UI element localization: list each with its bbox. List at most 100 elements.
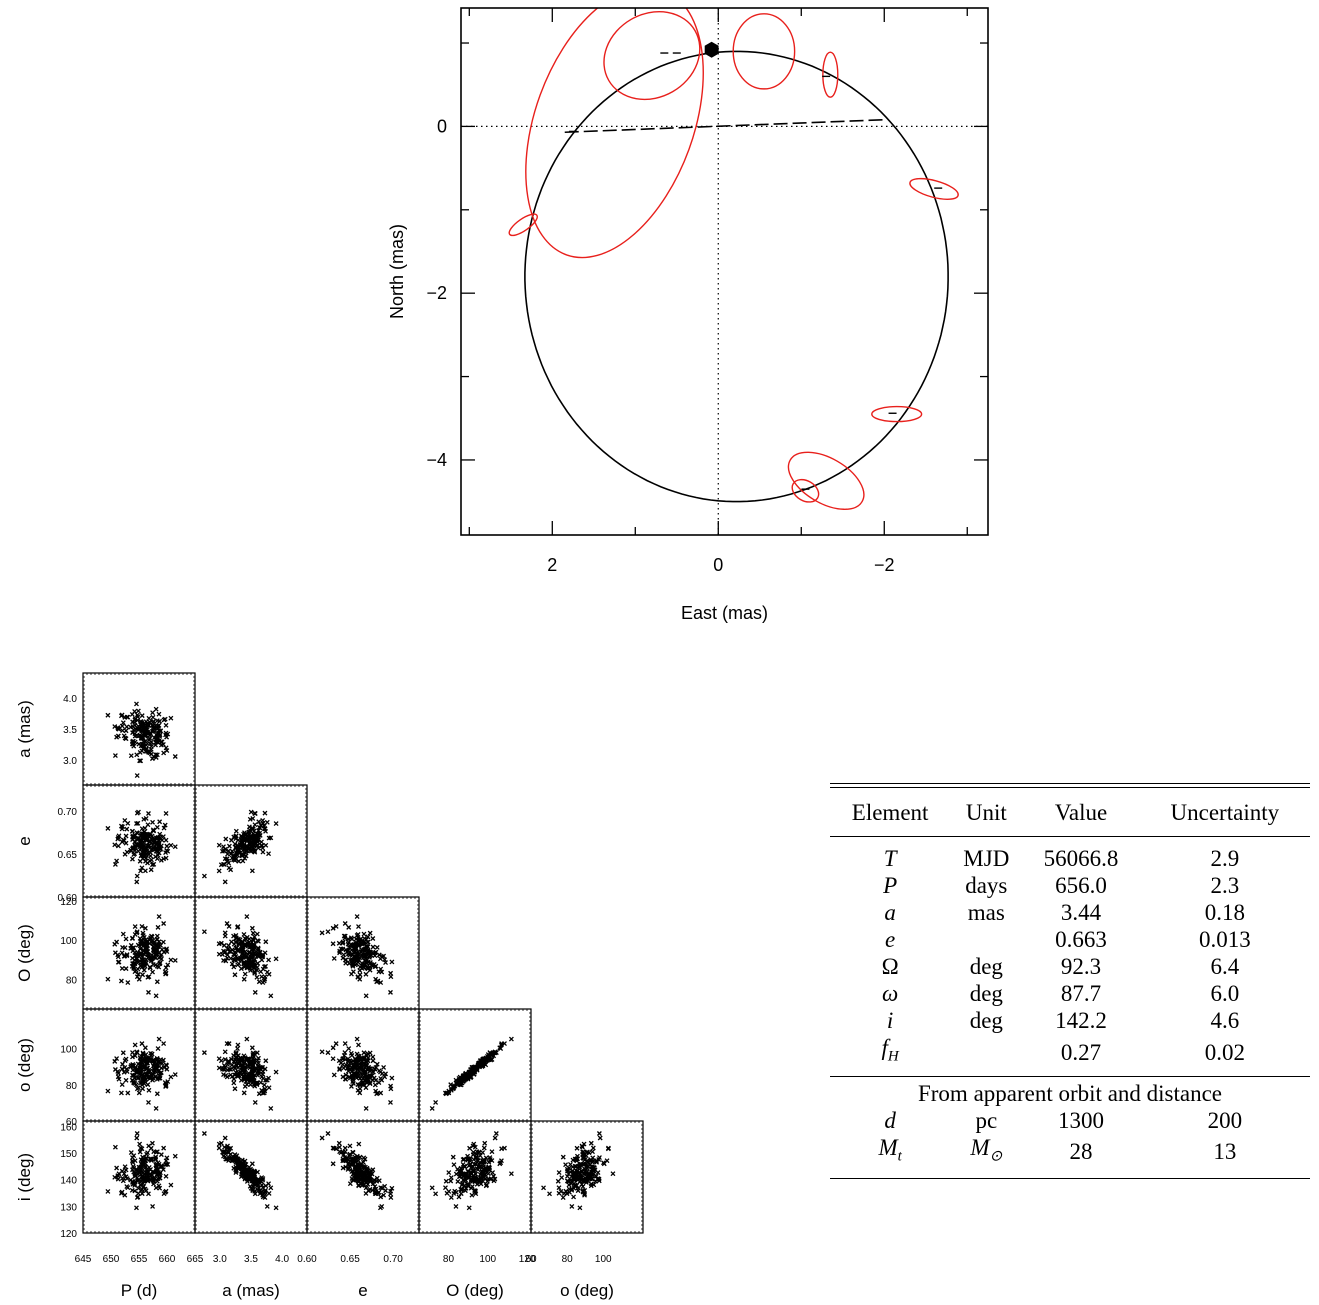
sample-point	[140, 972, 146, 978]
sample-point	[226, 865, 232, 871]
sample-point	[260, 952, 266, 958]
sample-point	[231, 1165, 237, 1171]
sample-point	[238, 840, 244, 845]
corner-panel: 60 80 100	[60, 1008, 196, 1128]
sample-point	[337, 1067, 343, 1072]
sample-point	[147, 735, 153, 741]
panel-points	[201, 1131, 279, 1211]
sample-point	[246, 1164, 252, 1170]
sample-point	[372, 1082, 378, 1088]
sample-point	[365, 944, 371, 950]
sample-point	[341, 933, 347, 939]
x-axis-label: East (mas)	[681, 603, 768, 623]
corner-y-tick-label: 0.65	[58, 850, 78, 861]
sample-point	[143, 1058, 149, 1064]
unit-cell	[950, 1034, 1022, 1076]
sample-point	[221, 844, 226, 850]
y-axis-label: North (mas)	[387, 224, 407, 319]
sample-point	[157, 960, 163, 966]
sample-point	[467, 1145, 473, 1151]
sample-point	[130, 936, 135, 941]
sample-point	[165, 848, 171, 854]
sample-point	[388, 989, 393, 995]
sample-point	[150, 827, 156, 833]
sample-point	[156, 964, 162, 970]
sample-point	[131, 1080, 137, 1086]
sample-point	[246, 1070, 252, 1076]
sample-point	[156, 1036, 162, 1042]
sample-point	[259, 974, 265, 980]
sample-point	[383, 960, 389, 966]
corner-y-tick-label: 100	[60, 936, 77, 947]
sample-point	[112, 842, 118, 848]
sample-point	[356, 1141, 362, 1147]
sample-point	[150, 1203, 156, 1209]
sample-point	[596, 1131, 602, 1136]
sample-point	[351, 956, 357, 962]
sample-point	[201, 873, 207, 879]
sample-point	[483, 1183, 489, 1189]
sample-point	[135, 714, 141, 720]
sample-point	[162, 1189, 168, 1195]
sample-point	[350, 961, 356, 967]
sample-point	[268, 993, 274, 999]
uncertainty-cell: 13	[1139, 1133, 1310, 1180]
sample-point	[150, 1075, 156, 1081]
sample-point	[249, 868, 255, 874]
sample-point	[363, 1052, 369, 1057]
sample-point	[244, 1063, 250, 1069]
sample-point	[252, 1100, 258, 1105]
sample-point	[153, 840, 159, 845]
panel-points	[429, 1036, 514, 1111]
sample-point	[120, 1050, 126, 1056]
sample-point	[472, 1179, 478, 1185]
sample-point	[508, 1036, 514, 1042]
sample-point	[149, 1140, 155, 1146]
sample-point	[130, 741, 135, 747]
sample-point	[158, 728, 164, 734]
sample-point	[233, 828, 239, 834]
corner-y-tick-label: 130	[60, 1202, 77, 1213]
sample-point	[235, 1042, 241, 1048]
sample-point	[242, 971, 248, 977]
sample-point	[350, 1171, 356, 1177]
sample-point	[255, 946, 261, 952]
sample-point	[346, 1165, 352, 1171]
sample-point	[218, 940, 224, 946]
sample-point	[361, 931, 367, 937]
sample-point	[604, 1158, 610, 1164]
sample-point	[560, 1195, 566, 1201]
sample-point	[348, 1083, 354, 1089]
sample-point	[251, 934, 257, 940]
sample-point	[168, 842, 174, 848]
sample-point	[442, 1090, 448, 1096]
sample-point	[255, 1169, 260, 1175]
table-row: i deg 142.2 4.6	[830, 1007, 1310, 1034]
sample-point	[139, 1041, 145, 1047]
sample-point	[201, 929, 207, 935]
corner-panel	[418, 1008, 532, 1122]
sample-point	[153, 1163, 159, 1169]
sample-point	[263, 1058, 269, 1064]
sample-point	[260, 820, 266, 826]
sample-point	[136, 1090, 142, 1096]
element-cell: Ω	[881, 954, 899, 979]
sample-point	[148, 847, 154, 853]
sample-point	[341, 1158, 347, 1163]
sample-point	[235, 1071, 241, 1077]
sample-point	[361, 936, 367, 941]
unit-cell: deg	[969, 1008, 1003, 1033]
sample-point	[370, 1187, 376, 1193]
sample-point	[168, 1074, 174, 1080]
sample-point	[244, 914, 250, 920]
sample-point	[149, 756, 155, 762]
sample-point	[541, 1185, 547, 1191]
table-header-unit: Unit	[950, 788, 1023, 837]
sample-point	[249, 1045, 255, 1051]
sample-point	[493, 1131, 499, 1136]
sample-point	[138, 1161, 144, 1167]
sample-point	[256, 819, 262, 825]
sample-point	[467, 1162, 473, 1168]
table-row: e 0.663 0.013	[830, 926, 1310, 953]
